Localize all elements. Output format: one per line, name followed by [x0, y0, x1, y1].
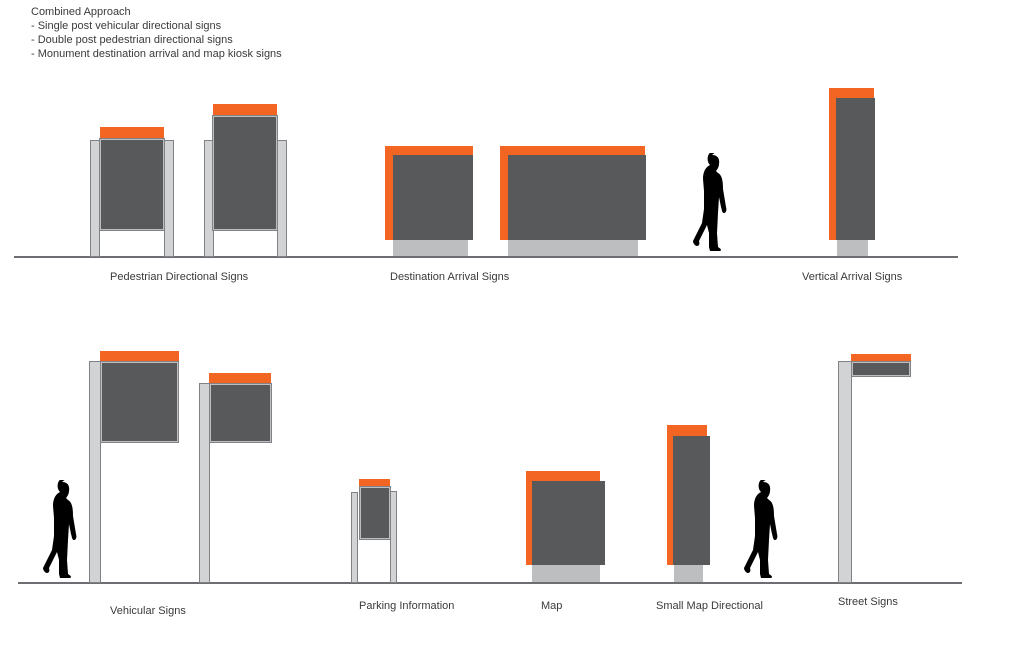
label-parking-information: Parking Information — [359, 600, 455, 612]
label-destination-arrival: Destination Arrival Signs — [390, 271, 510, 283]
sign-panel — [100, 361, 179, 443]
orange-header-bar — [100, 127, 164, 138]
sign-panel — [393, 155, 473, 240]
sign-panel — [851, 361, 911, 377]
left-post — [351, 492, 358, 583]
sign-panel — [836, 98, 875, 240]
label-vehicular: Vehicular Signs — [110, 605, 186, 617]
walking-person-icon — [43, 480, 77, 578]
monument-base — [674, 565, 703, 582]
orange-header-bar — [213, 104, 277, 116]
monument-base — [393, 240, 468, 256]
sign-panel — [673, 436, 710, 565]
sign-panel — [359, 486, 391, 540]
monument-base — [532, 565, 600, 582]
right-post — [390, 491, 397, 583]
label-pedestrian-directional: Pedestrian Directional Signs — [110, 271, 249, 283]
label-street-signs: Street Signs — [838, 596, 898, 608]
notes-title: Combined Approach — [31, 6, 131, 18]
right-post — [164, 140, 174, 257]
notes-item-2: - Double post pedestrian directional sig… — [31, 34, 233, 46]
ground-line-row2 — [18, 582, 962, 584]
label-vertical-arrival: Vertical Arrival Signs — [802, 271, 903, 283]
monument-base — [508, 240, 638, 256]
notes-item-3: - Monument destination arrival and map k… — [31, 48, 282, 60]
sign-panel — [209, 383, 272, 443]
sign-panel — [99, 138, 165, 231]
right-post — [277, 140, 287, 257]
single-post — [89, 361, 101, 583]
ground-line-row1 — [14, 256, 958, 258]
notes-item-1: - Single post vehicular directional sign… — [31, 20, 222, 32]
monument-base — [837, 240, 868, 256]
sign-panel — [508, 155, 646, 240]
label-map: Map — [541, 600, 563, 612]
label-small-map-directional: Small Map Directional — [656, 600, 763, 612]
sign-panel — [212, 115, 278, 231]
walking-person-icon — [744, 480, 778, 578]
orange-header-bar — [100, 351, 179, 362]
orange-header-bar — [359, 479, 390, 487]
sign-panel — [532, 481, 605, 565]
approach-notes: Combined Approach - Single post vehicula… — [31, 5, 282, 61]
single-post — [199, 383, 210, 583]
orange-header-bar — [209, 373, 271, 384]
walking-person-icon — [693, 153, 727, 251]
single-post — [838, 361, 852, 583]
orange-header-bar — [851, 354, 911, 362]
